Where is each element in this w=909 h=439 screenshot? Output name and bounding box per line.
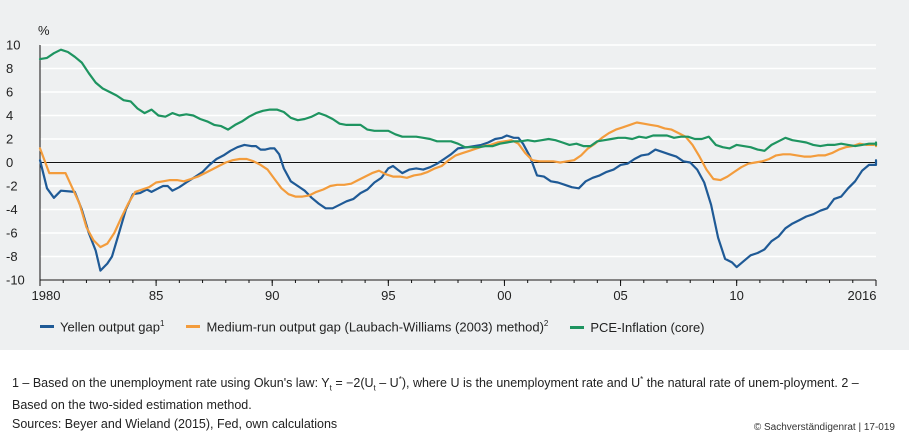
chart-background: % 10 8 6 4 2 0 -2 -4 -6 -8 -10 1980 85 90 95 00 05 10 2016 …: [0, 0, 909, 350]
copyright: © Sachverständigenrat | 17-019: [753, 422, 895, 433]
y-tick-label: 2: [6, 132, 13, 147]
series-line-2: [38, 48, 878, 152]
legend: Yellen output gap1 Medium-run output gap…: [40, 318, 705, 336]
y-unit-label: %: [38, 23, 50, 38]
legend-swatch-medium-run: [186, 325, 201, 329]
y-tick-label: 6: [6, 85, 13, 100]
legend-item-medium-run: Medium-run output gap (Laubach-Williams …: [186, 319, 549, 335]
legend-item-yellen: Yellen output gap1: [40, 319, 165, 335]
series-lines: [38, 48, 878, 272]
sources: Sources: Beyer and Wieland (2015), Fed, …: [12, 417, 338, 431]
series-line-0: [38, 134, 878, 272]
y-tick-label: 0: [6, 155, 13, 170]
x-tick-label: 10: [729, 288, 743, 303]
x-tick-label: 05: [613, 288, 627, 303]
legend-label-yellen: Yellen output gap1: [60, 319, 165, 335]
legend-swatch-pce: [570, 325, 585, 329]
footnotes: 1 – Based on the unemployment rate using…: [12, 372, 892, 413]
x-tick-label: 95: [381, 288, 395, 303]
y-tick-label: 10: [6, 38, 20, 53]
y-tick-label: -10: [6, 273, 25, 288]
y-tick-label: -6: [6, 226, 18, 241]
x-tick-label: 90: [265, 288, 279, 303]
legend-item-pce: PCE-Inflation (core): [570, 319, 705, 335]
x-tick-label: 00: [497, 288, 511, 303]
x-tick-label: 2016: [848, 288, 877, 303]
footnote-1: 1 – Based on the unemployment rate using…: [12, 375, 859, 412]
x-tick-label: 85: [149, 288, 163, 303]
axes: [39, 45, 877, 286]
legend-label-medium-run: Medium-run output gap (Laubach-Williams …: [206, 319, 549, 335]
line-chart: % 10 8 6 4 2 0 -2 -4 -6 -8 -10 1980 85 90 95 00 05 10 2016: [6, 23, 878, 303]
x-tick-label: 1980: [32, 288, 61, 303]
y-tick-label: 4: [6, 108, 13, 123]
y-tick-label: -4: [6, 202, 18, 217]
legend-swatch-yellen: [40, 325, 54, 329]
tick-labels: % 10 8 6 4 2 0 -2 -4 -6 -8 -10 1980 85 90 95 00 05 10 2016: [6, 23, 876, 303]
y-tick-label: 8: [6, 61, 13, 76]
legend-label-pce: PCE-Inflation (core): [590, 319, 705, 335]
y-tick-label: -2: [6, 179, 18, 194]
footnote-2: 2 – Based on the two-sided estimation me…: [12, 376, 859, 412]
y-tick-label: -8: [6, 249, 18, 264]
series-line-1: [38, 121, 878, 249]
